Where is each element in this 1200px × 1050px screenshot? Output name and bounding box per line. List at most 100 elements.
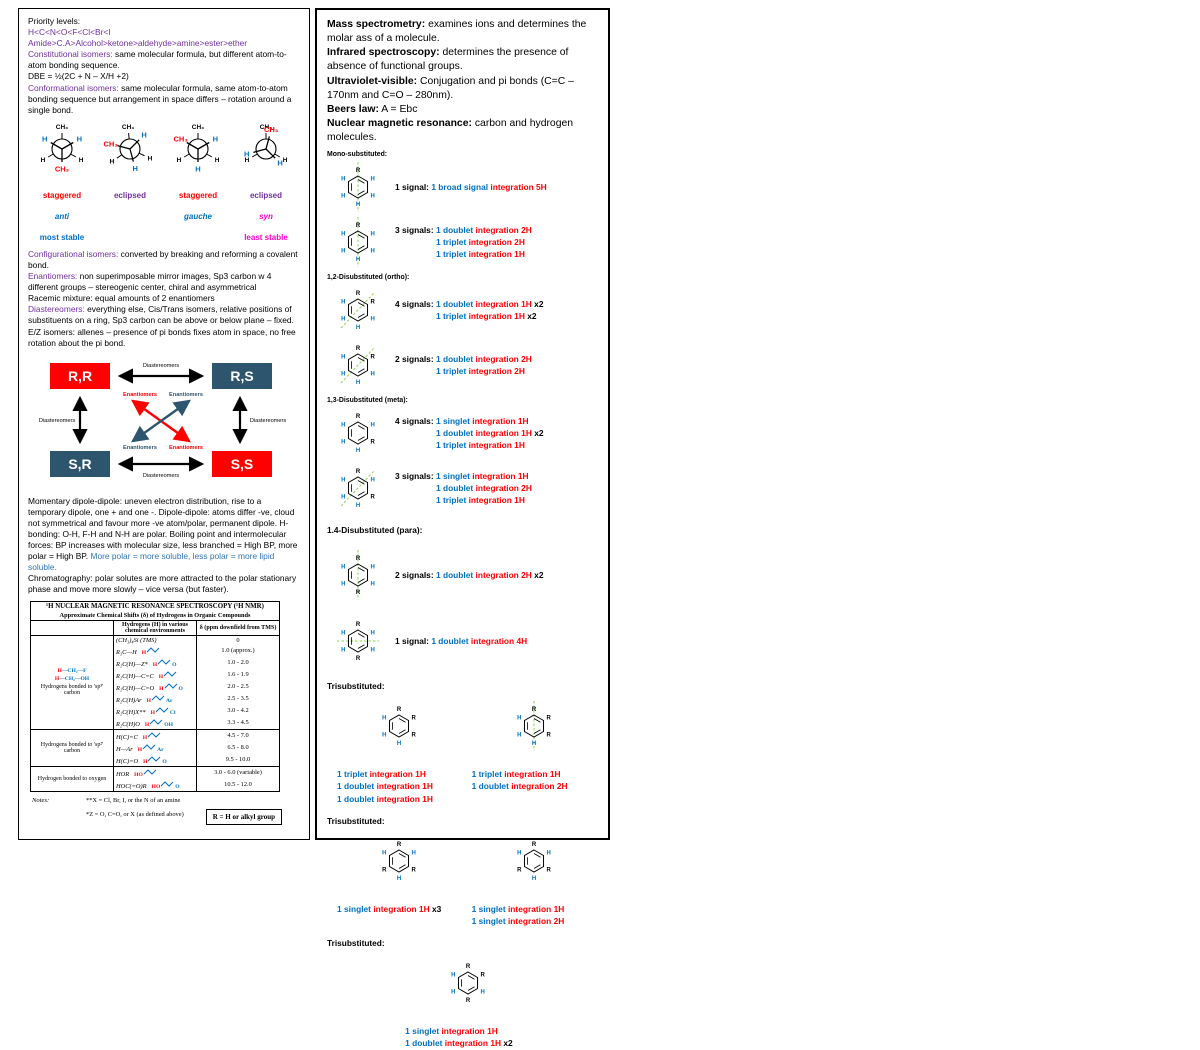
newman-front-label: CH₃	[264, 125, 279, 134]
shift-value-cell: 3.3 - 4.5	[196, 716, 280, 730]
ring-hydrogen-label: H	[371, 232, 375, 238]
diastereomers-label-top: Diastereomers	[143, 363, 180, 369]
text-segment: Configurational isomers:	[28, 248, 119, 259]
text-line: Infrared spectroscopy: determines the pr…	[327, 46, 598, 74]
table-row: Hydrogen bonded to oxygen HOR HO 3.0 - 6.0 …	[30, 765, 280, 792]
newman-back-label: H	[215, 157, 220, 164]
text-segment: 1 triplet	[436, 237, 469, 248]
text-segment: 1 doublet	[435, 570, 476, 581]
ring-substituent-label: R	[356, 556, 361, 562]
signal-line: 1 singlet integration 1H x3	[337, 903, 441, 915]
structure-column: R R R H H H 1 triplet integration 1H 1 doublet …	[462, 694, 597, 805]
structure-column: R R H R H H 1 singlet integration 1H 1 doublet …	[395, 951, 530, 1049]
text-segment: Momentary dipole-dipole:	[28, 495, 123, 506]
column-header-environment: Hydrogens (H) in various chemical enviro…	[113, 619, 197, 636]
shift-value-cell: 0	[196, 634, 280, 645]
table-row: R₂C(H)—C=C H 1.6 - 1.9	[31, 668, 280, 681]
newman-structure-cell: CH₃ H H CH₃ H H	[232, 119, 300, 182]
benzene-structure: R R H H H H	[340, 346, 376, 386]
group-label-cell: Hydrogens bonded to 'sp²' carbon	[30, 728, 114, 767]
table-row: R₂C(H)Ar H Ar 2.5 - 3.5	[31, 692, 280, 705]
text-segment: integration 5H	[490, 182, 547, 193]
signal-line: 1 doublet integration 1H x2	[405, 1037, 513, 1049]
ring-hydrogen-label: H	[356, 380, 360, 386]
priority-levels-paragraph: Priority levels: H<C<N<O<F<Cl<Br<I Amide>C…	[28, 16, 301, 116]
environment-cell: R₂C(H)O H OH	[113, 716, 197, 730]
structure-row: R H R H H H 4 signals: 1 singlet integration 1…	[327, 407, 598, 459]
text-segment: Racemic mixture:	[28, 293, 93, 304]
text-segment: integration 2H	[475, 483, 532, 494]
text-segment: integration 1H	[376, 793, 433, 804]
ring-substituent-label: R	[382, 867, 387, 873]
left-notes-panel: Priority levels: H<C<N<O<F<Cl<Br<I Amide>C…	[18, 8, 310, 840]
enantiomers-label-bl: Enantiomers	[123, 445, 157, 451]
section-items: R R H H H H 4 signals: 1 doublet integration 1…	[327, 284, 598, 391]
structure-row: R H H H H H 3 signals: 1 doublet integration 2…	[327, 216, 598, 268]
newman-structure-cell: CH₃ H H CH₃ H H	[28, 119, 96, 182]
ring-hydrogen-label: H	[356, 448, 360, 454]
newman-back-label: H	[283, 157, 288, 164]
text-segment: 1 singlet	[435, 415, 473, 426]
ring-hydrogen-label: H	[341, 631, 345, 637]
ring-hydrogen-label: H	[517, 716, 521, 722]
section-heading: Trisubstituted:	[327, 681, 385, 692]
environment-cell: R₂C(H)X** H Cl	[113, 704, 197, 717]
text-segment: x2	[534, 570, 544, 581]
text-segment: 1 singlet	[337, 903, 374, 914]
environment-formula: H(C)=C	[116, 733, 138, 741]
ring-hydrogen-label: H	[341, 565, 345, 571]
text-segment: A = Ebc	[378, 103, 418, 115]
example-h-label: H	[143, 758, 148, 765]
shift-value-cell: 3.0 - 4.2	[196, 704, 280, 717]
text-segment: integration 1H	[472, 415, 529, 426]
text-segment: non superimposable mirror images, Sp3 ca…	[28, 271, 272, 293]
text-segment: 3 signals:	[395, 470, 436, 481]
text-segment: integration 1H	[373, 903, 432, 914]
header-spacer	[30, 619, 114, 636]
text-segment: 1 triplet	[436, 311, 469, 322]
signal-line: 1 singlet integration 2H	[472, 915, 565, 927]
example-group-label: O	[175, 783, 180, 790]
signal-lines: 2 signals: 1 doublet integration 2H 1 tri…	[395, 353, 532, 377]
table-row: R₂C(H)—C=O H O 2.0 - 2.5	[31, 680, 280, 693]
environment-cell: R₂C(H)Ar H Ar	[113, 692, 197, 705]
ring-hydrogen-label: H	[517, 850, 521, 856]
newman-front-label: CH₃	[55, 164, 70, 173]
text-segment: Enantiomers:	[28, 271, 78, 282]
ring-hydrogen-label: H	[341, 194, 345, 200]
example-group-label: Ar	[166, 697, 173, 704]
spectroscopy-intro-paragraph: Mass spectrometry: examines ions and det…	[327, 18, 598, 145]
text-segment: integration 1H	[376, 781, 433, 792]
r-group-legend-box: R = H or alkyl group	[205, 808, 282, 825]
environment-cell: HOR HO	[113, 765, 197, 779]
text-segment: integration 1H	[472, 470, 529, 481]
newman-caption-cell: eclipsed	[232, 185, 300, 203]
ring-substituent-label: R	[412, 867, 417, 873]
text-segment: x3	[431, 903, 442, 914]
nmr-chemical-shift-table: ¹H NUCLEAR MAGNETIC RESONANCE SPECTROSCO…	[30, 600, 280, 792]
text-segment: 1 singlet	[405, 1026, 442, 1037]
newman-caption: eclipsed	[249, 190, 282, 200]
newman-caption-row-2: anti gauche syn	[28, 206, 301, 224]
ring-hydrogen-label: H	[341, 440, 345, 446]
text-segment: 1 singlet	[435, 470, 473, 481]
benzene-structure: R H R H H H	[341, 414, 375, 454]
environment-formula: H(C)=O	[116, 757, 139, 765]
newman-projection: CH₃ H H CH₃ H H	[104, 124, 153, 173]
table-row: H(C)=O H O 9.5 - 10.0	[31, 753, 280, 767]
environment-formula: R₂C(H)—C=O	[116, 684, 155, 692]
mini-structure: H—CH₂—F	[57, 668, 87, 675]
section-heading: 1,3-Disubstituted (meta):	[327, 397, 408, 405]
ring-substituent-label: R	[397, 707, 402, 713]
example-h-label: H	[150, 709, 155, 716]
example-h-label: H	[141, 649, 147, 656]
text-segment: 1 doublet	[435, 299, 476, 310]
section-heading: Trisubstituted:	[327, 938, 385, 949]
text-segment: integration 2H	[475, 224, 532, 235]
text-segment: integration 2H	[468, 237, 525, 248]
text-segment: 1 doublet	[435, 354, 476, 365]
newman-caption-row-1: staggered eclipsed staggered eclipsed	[28, 185, 301, 203]
text-segment: x2	[534, 299, 544, 310]
benzene-structure: R H H H H H	[341, 217, 375, 268]
signal-lines: 1 signal: 1 broad signal integration 5H	[395, 181, 547, 193]
